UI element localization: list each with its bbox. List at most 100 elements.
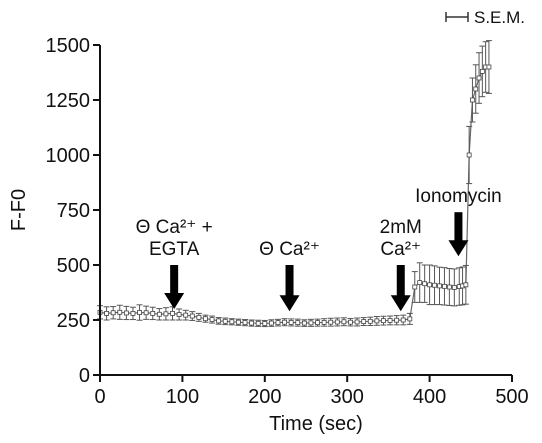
arrow-head <box>164 293 185 309</box>
y-tick-label: 0 <box>79 365 90 387</box>
data-point <box>387 318 393 323</box>
y-tick-label: 500 <box>57 255 90 277</box>
y-tick-label: 750 <box>57 200 90 222</box>
data-point <box>321 320 327 325</box>
annotation-label: EGTA <box>149 239 200 260</box>
data-point <box>189 313 195 319</box>
data-point <box>315 320 320 326</box>
data-point <box>104 310 109 316</box>
annotation-label: Ionomycin <box>415 186 502 207</box>
data-point <box>203 316 208 322</box>
data-point <box>163 311 169 317</box>
data-point <box>422 281 428 287</box>
x-ticks: 0 100 200 300 400 500 <box>94 375 529 408</box>
data-point <box>295 320 301 326</box>
data-point <box>229 319 235 325</box>
data-point <box>137 310 142 315</box>
data-point <box>282 319 287 325</box>
data-point <box>275 320 281 326</box>
x-tick-label: 300 <box>331 386 364 408</box>
data-point <box>242 320 248 326</box>
data-point <box>446 284 452 290</box>
data-point <box>110 310 116 316</box>
data-point <box>183 312 189 318</box>
data-point <box>156 311 162 317</box>
arrow-head <box>390 295 411 312</box>
plot-marks <box>97 40 492 328</box>
arrow-shaft <box>285 265 294 298</box>
x-tick-label: 100 <box>166 386 199 408</box>
arrow-head <box>279 295 300 312</box>
y-tick-label: 1000 <box>46 145 91 167</box>
data-point <box>437 283 442 289</box>
data-point <box>476 75 482 81</box>
legend-label: S.E.M. <box>474 8 525 27</box>
data-point <box>427 282 433 288</box>
legend-errorbar-symbol <box>445 12 469 22</box>
arrow-shaft <box>170 265 179 295</box>
x-axis-title: Time (sec) <box>269 413 363 435</box>
data-point <box>236 319 241 325</box>
annotation-label: Θ Ca²⁺ <box>259 239 320 260</box>
annotation-label: 2mM <box>380 217 422 238</box>
data-point <box>417 280 423 286</box>
annotation: Θ Ca²⁺ <box>259 239 320 312</box>
axes: 0 100 200 300 400 500 0 250 500 750 1000 1250 1500 <box>46 35 529 408</box>
arrow-shaft <box>454 212 463 243</box>
data-point <box>412 284 418 290</box>
annotation: Ionomycin <box>415 186 502 257</box>
data-point <box>123 310 129 316</box>
data-point <box>308 320 314 326</box>
y-tick-label: 1250 <box>46 90 91 112</box>
data-point <box>301 320 307 326</box>
data-point <box>143 310 149 316</box>
data-point <box>150 310 156 316</box>
data-point <box>209 317 215 322</box>
data-point <box>196 314 202 320</box>
data-point <box>348 319 353 325</box>
data-point <box>479 69 485 74</box>
annotation-label: Ca²⁺ <box>380 239 421 260</box>
data-point <box>407 316 413 322</box>
data-point <box>442 283 447 289</box>
data-point <box>400 317 406 323</box>
data-point <box>463 282 469 288</box>
data-point <box>328 319 334 325</box>
data-point <box>470 97 475 103</box>
data-point <box>367 318 373 324</box>
data-point <box>288 320 294 325</box>
x-tick-label: 400 <box>413 386 446 408</box>
x-tick-label: 500 <box>495 386 528 408</box>
y-axis-title: F-F0 <box>8 189 30 231</box>
data-point <box>130 310 136 316</box>
data-point <box>394 317 400 323</box>
y-tick-label: 1500 <box>46 35 91 57</box>
data-point <box>381 318 386 324</box>
data-point <box>216 318 222 324</box>
legend: S.E.M. <box>445 8 525 27</box>
data-point <box>432 282 437 288</box>
data-point <box>249 320 255 326</box>
annotation-label: Θ Ca²⁺ + <box>136 217 213 238</box>
y-tick-label: 250 <box>57 310 90 332</box>
data-point <box>451 285 457 290</box>
data-point <box>486 64 492 70</box>
data-point <box>374 318 380 324</box>
x-tick-label: 200 <box>248 386 281 408</box>
annotation: Θ Ca²⁺ +EGTA <box>136 217 213 309</box>
data-point <box>341 319 347 325</box>
x-tick-label: 0 <box>94 386 105 408</box>
data-point <box>117 309 123 315</box>
data-point <box>255 320 261 326</box>
arrow-head <box>448 240 469 257</box>
data-point <box>354 319 360 325</box>
y-ticks: 0 250 500 750 1000 1250 1500 <box>46 35 100 387</box>
data-point <box>268 320 274 326</box>
data-point <box>361 319 367 324</box>
data-point <box>473 86 479 92</box>
data-point <box>334 319 340 325</box>
data-point <box>262 321 268 326</box>
